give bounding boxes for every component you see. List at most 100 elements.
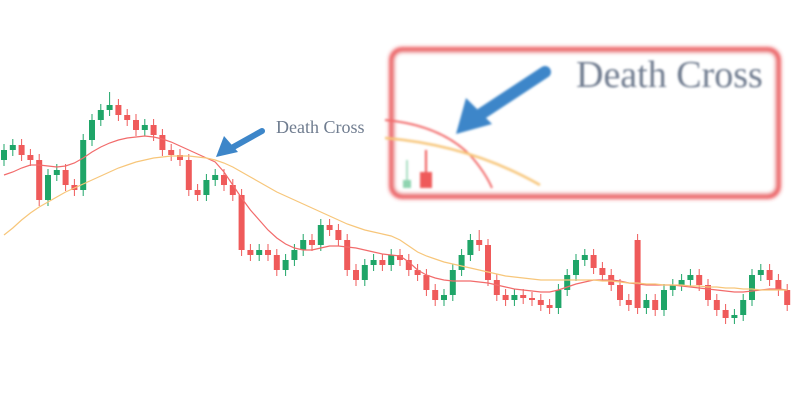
- candle-body: [449, 270, 456, 295]
- candle-body: [203, 180, 210, 195]
- candle-body: [511, 295, 518, 300]
- candle-body: [617, 285, 623, 300]
- inset: Death Cross: [384, 47, 781, 199]
- candle-body: [564, 275, 571, 290]
- candle-body: [370, 260, 377, 265]
- candle-body: [388, 255, 395, 265]
- candle-body: [256, 250, 263, 255]
- candle-body: [361, 265, 368, 280]
- candle-body: [590, 255, 597, 268]
- candle-body: [625, 300, 632, 305]
- candle-body: [344, 240, 351, 270]
- candle-body: [238, 195, 245, 250]
- candle-body: [731, 315, 738, 318]
- candle-body: [159, 135, 166, 150]
- candle-body: [106, 105, 113, 110]
- candle-body: [18, 145, 25, 155]
- candle-body: [185, 160, 192, 190]
- candle-body: [229, 185, 236, 195]
- candle-body: [467, 240, 474, 255]
- candle-body: [687, 275, 694, 280]
- candle-body: [661, 290, 667, 310]
- candle-body: [247, 250, 254, 255]
- moving-average-line: [3, 135, 788, 293]
- candle-body: [45, 175, 51, 200]
- candle-body: [9, 145, 16, 150]
- candle-body: [62, 170, 69, 185]
- candle-body: [53, 170, 60, 175]
- candle-body: [89, 120, 95, 140]
- candle-body: [97, 110, 104, 120]
- candle-body: [124, 115, 131, 120]
- candle-body: [212, 175, 219, 180]
- candle-body: [757, 270, 764, 275]
- candle-body: [485, 245, 491, 280]
- candle-body: [705, 285, 711, 300]
- candle-body: [722, 310, 729, 318]
- candle-body: [643, 300, 650, 308]
- inset-content: Death Cross: [384, 54, 763, 189]
- candle-body: [265, 250, 271, 255]
- candle-body: [775, 280, 782, 290]
- candle-body: [581, 255, 588, 260]
- candle-body: [573, 260, 579, 275]
- candle-body: [502, 295, 509, 300]
- candle-body: [326, 225, 333, 230]
- candle-body: [784, 290, 791, 305]
- candle-body: [520, 295, 527, 298]
- candle-body: [300, 240, 307, 250]
- candle-body: [458, 255, 465, 270]
- candle-body: [634, 240, 641, 308]
- candles: [1, 92, 791, 324]
- candle-body: [546, 305, 553, 308]
- candle-body: [555, 290, 562, 308]
- candle-body: [133, 120, 139, 130]
- candle-body: [309, 240, 315, 245]
- candle-body: [291, 250, 298, 260]
- candle-body: [441, 295, 447, 300]
- annotation-text: Death Cross: [276, 117, 365, 137]
- candle-body: [397, 255, 403, 260]
- candle-body: [282, 260, 289, 270]
- candle-body: [36, 160, 43, 200]
- candle-body: [379, 260, 386, 265]
- moving-averages: [3, 135, 788, 293]
- candle-body: [529, 298, 535, 300]
- candle-body: [80, 140, 87, 190]
- candle-body: [423, 275, 430, 290]
- annotation-arrow: [225, 128, 265, 153]
- candle-body: [194, 190, 201, 195]
- candle-body: [115, 105, 122, 115]
- candle-body: [335, 230, 342, 240]
- candle-body: [537, 300, 544, 305]
- candle-body: [669, 285, 676, 290]
- candle-body: [652, 300, 659, 310]
- inset-title: Death Cross: [576, 54, 763, 96]
- annotation-arrowhead: [216, 136, 238, 157]
- moving-average-line: [3, 155, 788, 291]
- candle-body: [141, 125, 148, 130]
- candle-body: [168, 150, 175, 155]
- candle-body: [405, 260, 412, 270]
- candle-body: [150, 125, 157, 135]
- candle-body: [696, 275, 703, 285]
- candle-body: [740, 300, 747, 315]
- candle-body: [766, 270, 773, 280]
- candle-body: [273, 255, 280, 270]
- candle-body: [476, 240, 483, 245]
- candle-body: [1, 150, 7, 160]
- candle-body: [599, 268, 606, 275]
- candle-body: [221, 175, 227, 185]
- candle-body: [749, 275, 755, 300]
- candle-body: [414, 270, 421, 275]
- candle-body: [353, 270, 359, 280]
- annotation: Death Cross: [216, 117, 365, 157]
- candle-body: [432, 290, 439, 300]
- candle-body: [27, 155, 34, 160]
- candle-body: [177, 155, 183, 160]
- candle-body: [713, 300, 720, 310]
- candle-body: [317, 225, 324, 245]
- candle-body: [678, 280, 685, 285]
- candle-body: [493, 280, 500, 295]
